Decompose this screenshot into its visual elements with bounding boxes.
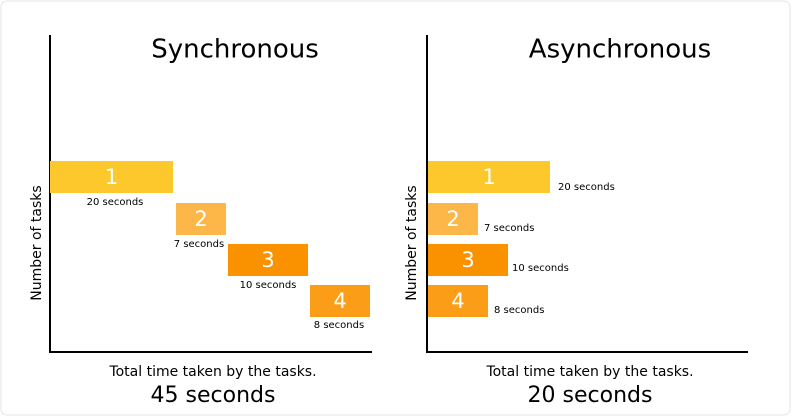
- task-duration: 7 seconds: [484, 223, 534, 234]
- task-label: 2: [194, 207, 207, 231]
- task-bar: [50, 161, 173, 193]
- footer: Total time taken by the tasks.: [485, 364, 693, 380]
- total-time: 20 seconds: [528, 383, 653, 408]
- task-bar: [428, 203, 478, 235]
- task-duration: 8 seconds: [494, 305, 544, 316]
- task-duration: 20 seconds: [558, 182, 615, 193]
- task-duration: 10 seconds: [240, 280, 297, 291]
- task-bar: [228, 244, 308, 276]
- task-duration: 8 seconds: [314, 320, 364, 331]
- footer: Total time taken by the tasks.: [108, 364, 316, 380]
- y-axis-label: Number of tasks: [404, 185, 420, 300]
- task-label: 4: [451, 289, 464, 313]
- task-bar: [428, 161, 550, 193]
- task-label: 3: [461, 248, 474, 272]
- task-duration: 10 seconds: [512, 263, 569, 274]
- task-label: 3: [261, 248, 274, 272]
- task-bar: [428, 285, 488, 317]
- y-axis-label: Number of tasks: [29, 185, 45, 300]
- panel-title: Asynchronous: [529, 35, 711, 65]
- task-duration: 7 seconds: [174, 239, 224, 250]
- total-time: 45 seconds: [151, 383, 276, 408]
- task-label: 1: [105, 165, 118, 189]
- panel-title: Synchronous: [151, 35, 319, 65]
- task-bar: [428, 244, 508, 276]
- task-bar: [310, 285, 370, 317]
- task-label: 2: [446, 207, 459, 231]
- task-label: 1: [482, 165, 495, 189]
- task-label: 4: [333, 289, 346, 313]
- task-duration: 20 seconds: [87, 197, 144, 208]
- task-bar: [176, 203, 226, 235]
